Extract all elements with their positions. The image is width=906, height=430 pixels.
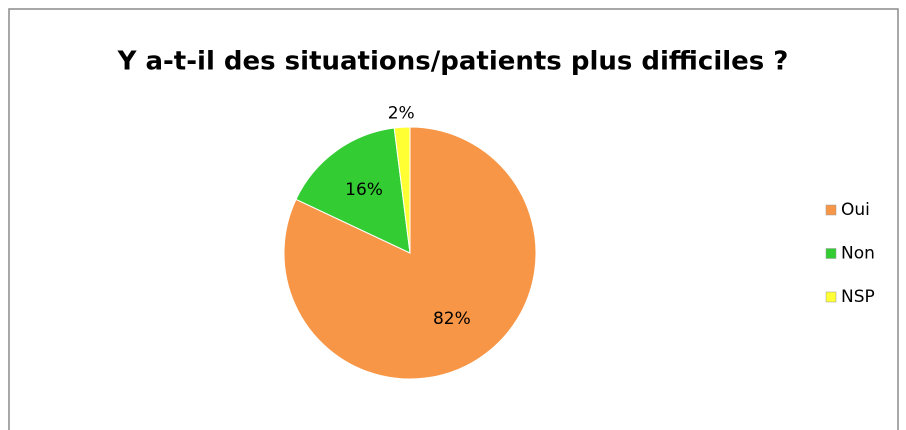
chart-title: Y a-t-il des situations/patients plus di… xyxy=(117,47,789,77)
legend-label: Oui xyxy=(841,200,870,220)
data-label: 16% xyxy=(345,180,383,200)
legend-label: Non xyxy=(841,244,875,264)
pie-slice xyxy=(393,126,411,254)
legend-swatch xyxy=(825,204,837,216)
pie-slice xyxy=(283,126,537,380)
legend-swatch xyxy=(825,248,837,259)
legend-swatch xyxy=(825,291,837,303)
data-label: 82% xyxy=(433,309,471,329)
data-label: 2% xyxy=(388,103,415,123)
legend-label: NSP xyxy=(841,287,875,307)
pie-slice xyxy=(295,127,411,254)
